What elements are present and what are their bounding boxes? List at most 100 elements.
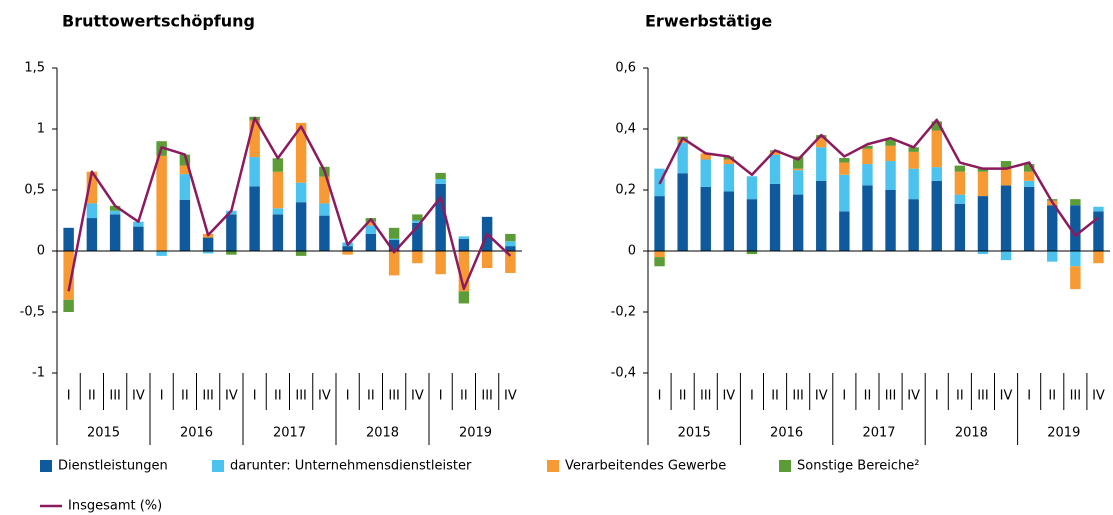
bar-segment: [319, 203, 330, 216]
bar-segment: [481, 251, 493, 269]
x-tick-label: III: [977, 389, 989, 404]
bar-segment: [1000, 251, 1012, 261]
bar-segment: [1047, 251, 1058, 262]
legend-label: darunter: Unternehmensdienstleister: [230, 459, 472, 474]
x-tick-label: III: [202, 389, 214, 404]
x-tick-label: I: [658, 389, 662, 404]
bar-segment: [908, 168, 919, 200]
bar-segment: [792, 194, 804, 251]
bar-segment: [723, 159, 735, 165]
x-tick-label: I: [67, 389, 71, 404]
bar-segment: [654, 196, 665, 251]
bar-segment: [792, 156, 804, 169]
bar-segment: [179, 154, 191, 166]
year-label: 2017: [273, 426, 306, 441]
bar-segment: [700, 153, 711, 160]
bar-segment: [179, 165, 191, 175]
bar-segment: [954, 203, 966, 251]
bar-segment: [908, 147, 919, 152]
bar-segment: [862, 164, 873, 186]
bar-segment: [458, 238, 470, 251]
legend-swatch: [779, 460, 791, 472]
bar-segment: [769, 151, 781, 155]
x-tick-label: III: [481, 389, 493, 404]
bar-segment: [1093, 251, 1104, 264]
bar-segment: [885, 161, 896, 190]
x-tick-label: I: [935, 389, 939, 404]
bar-segment: [342, 246, 353, 251]
bar-segment: [365, 221, 377, 226]
y-tick-label: 0,4: [615, 122, 636, 137]
bar-segment: [816, 180, 827, 251]
bar-segment: [769, 183, 781, 251]
x-tick-label: III: [792, 389, 804, 404]
y-tick-label: -0,5: [20, 305, 45, 320]
x-tick-label: III: [885, 389, 897, 404]
bar-segment: [63, 251, 74, 300]
legend-label: Sonstige Bereiche²: [797, 459, 920, 474]
bar-segment: [839, 211, 850, 251]
bar-segment: [156, 155, 167, 251]
bar-segment: [365, 233, 377, 251]
bar-segment: [700, 186, 711, 251]
chart-title: Erwerbstätige: [645, 12, 772, 31]
x-tick-label: II: [274, 389, 282, 404]
x-tick-label: II: [864, 389, 872, 404]
bar-segment: [226, 251, 237, 255]
legend-label: Verarbeitendes Gewerbe: [565, 459, 726, 474]
year-label: 2016: [180, 426, 213, 441]
x-tick-label: IV: [225, 389, 238, 404]
bar-segment: [249, 157, 260, 187]
bar-segment: [412, 214, 423, 221]
bar-segment: [63, 299, 74, 312]
x-tick-label: II: [88, 389, 96, 404]
bar-segment: [295, 251, 307, 256]
bar-segment: [746, 176, 758, 200]
x-tick-label: I: [1027, 389, 1031, 404]
bar-segment: [746, 251, 758, 255]
bar-segment: [885, 190, 896, 251]
bar-segment: [133, 221, 144, 227]
x-tick-label: IV: [318, 389, 331, 404]
bar-segment: [885, 145, 896, 162]
bar-segment: [249, 120, 260, 158]
bar-segment: [908, 199, 919, 251]
bar-segment: [505, 233, 516, 242]
bar-segment: [954, 171, 966, 195]
bar-segment: [63, 227, 74, 251]
year-label: 2019: [459, 426, 492, 441]
bar-segment: [746, 199, 758, 251]
bar-segment: [133, 226, 144, 251]
bar-segment: [839, 162, 850, 175]
x-tick-label: III: [109, 389, 121, 404]
bar-segment: [202, 237, 214, 251]
bar-segment: [1047, 205, 1058, 251]
x-tick-label: II: [679, 389, 687, 404]
bar-segment: [816, 138, 827, 148]
bar-segment: [700, 159, 711, 187]
bar-segment: [505, 251, 516, 273]
bar-segment: [342, 251, 353, 255]
year-label: 2018: [955, 426, 988, 441]
bar-segment: [908, 151, 919, 169]
y-tick-label: 0,6: [615, 61, 636, 76]
bar-segment: [435, 183, 446, 251]
bar-segment: [1070, 205, 1081, 251]
bar-segment: [1023, 164, 1035, 172]
bar-segment: [816, 147, 827, 181]
x-tick-label: III: [388, 389, 400, 404]
bar-segment: [1023, 171, 1035, 181]
x-tick-label: II: [460, 389, 468, 404]
x-tick-label: IV: [722, 389, 735, 404]
legend-label: Dienstleistungen: [58, 459, 168, 474]
x-tick-label: IV: [907, 389, 920, 404]
x-tick-label: IV: [1092, 389, 1105, 404]
total-line: [658, 118, 1100, 237]
bar-segment: [295, 202, 307, 251]
bar-segment: [654, 251, 665, 258]
bar-segment: [179, 174, 191, 200]
bar-segment: [862, 185, 873, 251]
bar-segment: [388, 251, 400, 276]
bar-segment: [458, 291, 470, 304]
bar-segment: [109, 214, 121, 251]
